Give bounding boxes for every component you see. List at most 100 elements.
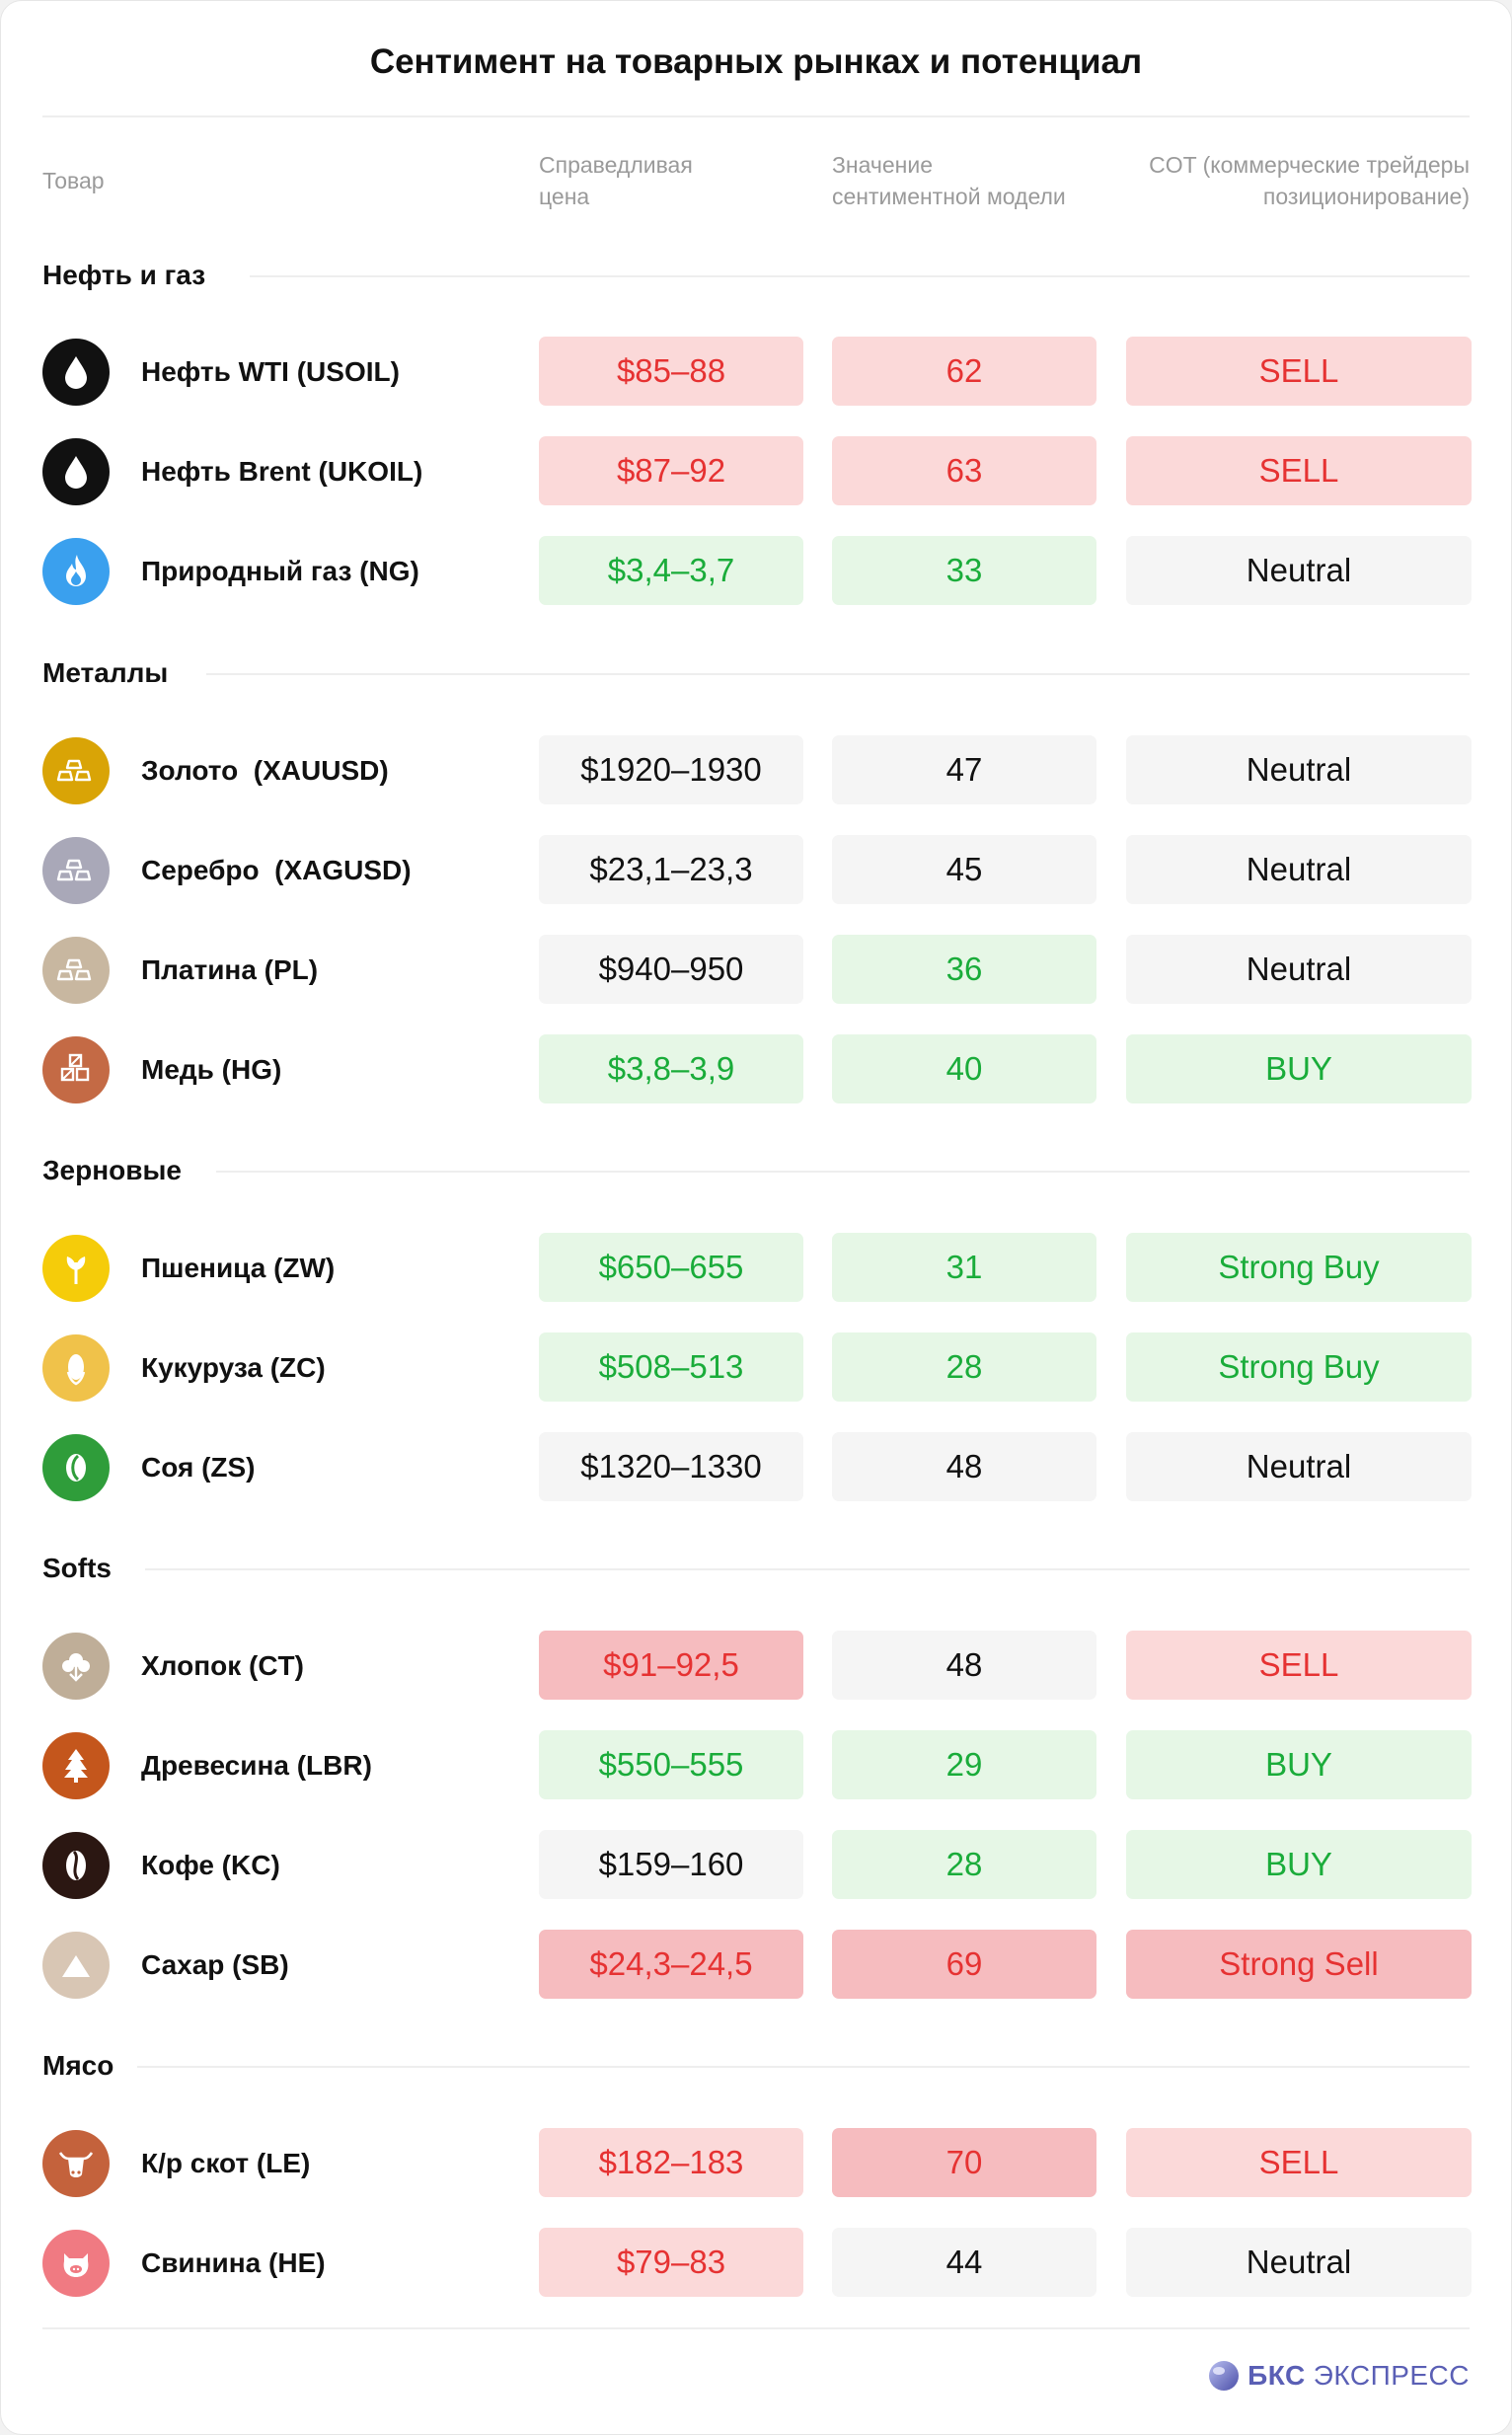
table-row: Платина (PL) $940–950 36 Neutral [1, 935, 1512, 1006]
cot-signal-cell: BUY [1126, 1034, 1472, 1103]
commodity-name: Нефть Brent (UKOIL) [141, 456, 423, 487]
section-label: Нефть и газ [42, 260, 206, 290]
section-grains: Зерновые [42, 1151, 1470, 1190]
commodity-name: Платина (PL) [141, 954, 319, 985]
silver-bars-icon [42, 837, 110, 904]
fair-price-cell: $24,3–24,5 [539, 1930, 803, 1999]
cot-signal-cell: SELL [1126, 337, 1472, 406]
cotton-icon [42, 1633, 110, 1700]
section-divider [250, 275, 1470, 277]
section-oil-gas: Нефть и газ [42, 256, 1470, 295]
table-row: Пшеница (ZW) $650–655 31 Strong Buy [1, 1233, 1512, 1304]
commodity-name: Соя (ZS) [141, 1452, 256, 1483]
section-label: Мясо [42, 2050, 114, 2081]
sentiment-value-cell: 28 [832, 1830, 1096, 1899]
fair-price-cell: $940–950 [539, 935, 803, 1004]
table-row: Соя (ZS) $1320–1330 48 Neutral [1, 1432, 1512, 1503]
cow-icon [42, 2130, 110, 2197]
commodity-name: К/р скот (LE) [141, 2148, 311, 2178]
cot-signal-cell: Neutral [1126, 2228, 1472, 2297]
page-title: Сентимент на товарных рынках и потенциал [369, 42, 1143, 81]
table-row: Серебро (XAGUSD) $23,1–23,3 45 Neutral [1, 835, 1512, 906]
fair-price-cell: $85–88 [539, 337, 803, 406]
table-row: Свинина (HE) $79–83 44 Neutral [1, 2228, 1512, 2299]
section-divider [137, 2066, 1470, 2068]
sentiment-value-cell: 62 [832, 337, 1096, 406]
fair-price-cell: $87–92 [539, 436, 803, 505]
cot-signal-cell: Strong Buy [1126, 1332, 1472, 1402]
cot-signal-cell: SELL [1126, 2128, 1472, 2197]
oil-drop-icon [42, 438, 110, 505]
sentiment-value-cell: 44 [832, 2228, 1096, 2297]
sentiment-value-cell: 69 [832, 1930, 1096, 1999]
wheat-icon [42, 1235, 110, 1302]
sentiment-value-cell: 40 [832, 1034, 1096, 1103]
gold-bars-icon [42, 737, 110, 804]
commodity-name: Хлопок (CT) [141, 1650, 304, 1681]
sentiment-value-cell: 48 [832, 1631, 1096, 1700]
table-row: Кукуруза (ZC) $508–513 28 Strong Buy [1, 1332, 1512, 1404]
cot-signal-cell: Strong Buy [1126, 1233, 1472, 1302]
flame-icon [42, 538, 110, 605]
commodity-name: Нефть WTI (USOIL) [141, 356, 400, 387]
sentiment-value-cell: 47 [832, 735, 1096, 804]
table-row: Медь (HG) $3,8–3,9 40 BUY [1, 1034, 1512, 1105]
section-metals: Металлы [42, 653, 1470, 693]
section-label: Зерновые [42, 1155, 182, 1185]
table-row: К/р скот (LE) $182–183 70 SELL [1, 2128, 1512, 2199]
cot-signal-cell: SELL [1126, 1631, 1472, 1700]
fair-price-cell: $650–655 [539, 1233, 803, 1302]
sentiment-value-cell: 48 [832, 1432, 1096, 1501]
table-row: Золото (XAUUSD) $1920–1930 47 Neutral [1, 735, 1512, 806]
fair-price-cell: $3,8–3,9 [539, 1034, 803, 1103]
tree-icon [42, 1732, 110, 1799]
cot-signal-cell: BUY [1126, 1830, 1472, 1899]
bks-logo-mark-icon [1209, 2361, 1240, 2391]
section-divider [206, 673, 1470, 675]
title-divider [42, 115, 1470, 117]
fair-price-cell: $1920–1930 [539, 735, 803, 804]
table-row: Нефть WTI (USOIL) $85–88 62 SELL [1, 337, 1512, 408]
cot-signal-cell: SELL [1126, 436, 1472, 505]
cot-signal-cell: Neutral [1126, 536, 1472, 605]
section-label: Softs [42, 1553, 112, 1583]
sentiment-value-cell: 28 [832, 1332, 1096, 1402]
column-header-sentiment-line1: Значение [832, 152, 933, 178]
column-header-product: Товар [42, 168, 105, 193]
footer-divider [42, 2327, 1470, 2329]
section-meat: Мясо [42, 2046, 1470, 2086]
column-header-price-line1: Справедливая [539, 152, 693, 178]
sentiment-value-cell: 36 [832, 935, 1096, 1004]
sentiment-value-cell: 31 [832, 1233, 1096, 1302]
section-label: Металлы [42, 657, 169, 688]
cot-signal-cell: Neutral [1126, 835, 1472, 904]
sentiment-value-cell: 70 [832, 2128, 1096, 2197]
sentiment-value-cell: 63 [832, 436, 1096, 505]
commodity-name: Древесина (LBR) [141, 1750, 372, 1781]
fair-price-cell: $79–83 [539, 2228, 803, 2297]
logo-brand: БКС [1247, 2360, 1306, 2391]
fair-price-cell: $3,4–3,7 [539, 536, 803, 605]
copper-cubes-icon [42, 1036, 110, 1103]
cot-signal-cell: Neutral [1126, 735, 1472, 804]
commodity-name: Серебро (XAGUSD) [141, 855, 412, 885]
table-row: Древесина (LBR) $550–555 29 BUY [1, 1730, 1512, 1801]
cot-signal-cell: Strong Sell [1126, 1930, 1472, 1999]
section-divider [145, 1568, 1470, 1570]
commodity-name: Кофе (KC) [141, 1850, 280, 1880]
column-header-cot-line1: COT (коммерческие трейдеры [1149, 152, 1470, 178]
cot-signal-cell: BUY [1126, 1730, 1472, 1799]
column-header-cot-line2: позиционирование) [1262, 184, 1470, 209]
sugar-icon [42, 1932, 110, 1999]
coffee-bean-icon [42, 1832, 110, 1899]
table-row: Нефть Brent (UKOIL) $87–92 63 SELL [1, 436, 1512, 507]
column-header-sentiment: Значение сентиментной модели [832, 149, 1108, 212]
logo-word: ЭКСПРЕСС [1313, 2360, 1470, 2391]
pig-icon [42, 2230, 110, 2297]
fair-price-cell: $182–183 [539, 2128, 803, 2197]
table-row: Хлопок (CT) $91–92,5 48 SELL [1, 1631, 1512, 1702]
fair-price-cell: $23,1–23,3 [539, 835, 803, 904]
fair-price-cell: $508–513 [539, 1332, 803, 1402]
fair-price-cell: $1320–1330 [539, 1432, 803, 1501]
